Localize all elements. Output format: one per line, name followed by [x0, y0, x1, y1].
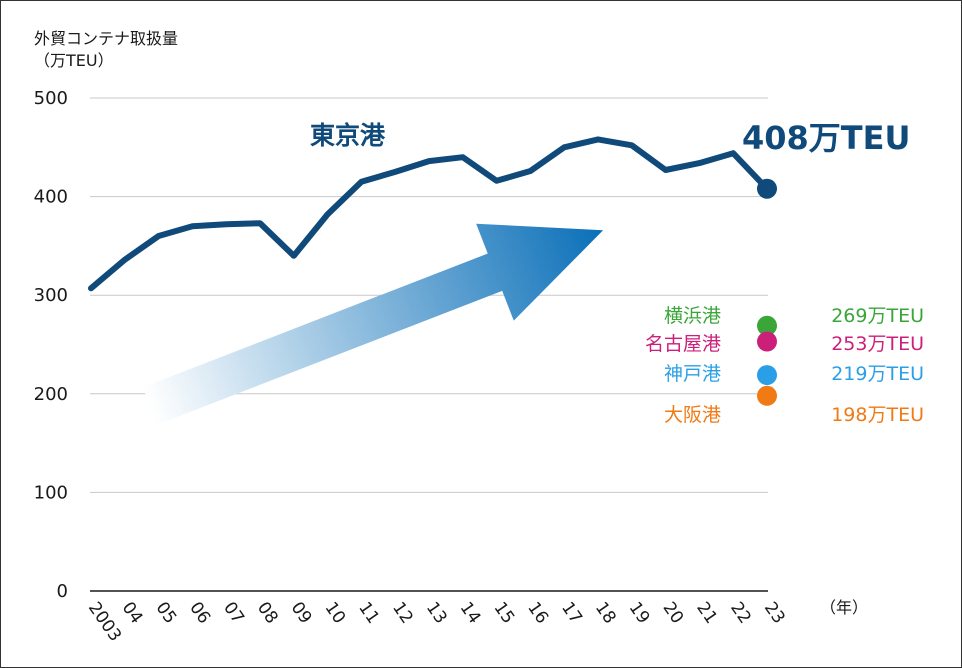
x-tick-label: 12	[388, 598, 417, 627]
x-tick-label: 18	[591, 598, 620, 627]
y-tick-label: 400	[34, 187, 68, 208]
tokyo-line	[88, 136, 770, 292]
x-tick-label: 20	[659, 598, 688, 627]
x-axis-unit: （年）	[820, 598, 868, 617]
x-tick-label: 22	[726, 598, 755, 627]
x-tick-label: 04	[118, 598, 147, 627]
port-value-label: 219万TEU	[831, 363, 924, 385]
y-tick-labels: 0 100 200 300 400 500	[34, 88, 68, 602]
x-tick-label: 15	[490, 598, 519, 627]
trend-arrow-shape	[142, 223, 604, 425]
y-tick-label: 100	[34, 482, 68, 503]
port-dot	[757, 315, 777, 336]
x-tick-label: 06	[185, 598, 214, 627]
x-tick-label: 10	[321, 598, 350, 627]
other-ports: 横浜港 269万TEU 名古屋港 253万TEU 神戸港 219万TEU 大阪港 198万TE…	[645, 305, 924, 426]
port-name-label: 神戸港	[664, 363, 721, 385]
tokyo-series-label: 東京港	[310, 121, 386, 150]
port-value-label: 198万TEU	[831, 404, 924, 426]
x-tick-label: 16	[523, 598, 552, 627]
tokyo-series	[88, 136, 777, 292]
x-tick-label: 2003	[84, 598, 125, 645]
trend-arrow	[142, 223, 604, 425]
x-tick-label: 05	[152, 598, 181, 627]
x-tick-label: 11	[354, 598, 383, 627]
y-axis-unit: （万TEU）	[34, 51, 114, 70]
tokyo-end-point	[757, 178, 777, 199]
x-tick-label: 07	[219, 598, 248, 627]
port-dot	[757, 385, 777, 406]
x-tick-label: 14	[456, 598, 485, 627]
port-name-label: 大阪港	[664, 404, 721, 426]
port-name-label: 横浜港	[664, 305, 721, 327]
port-dot	[757, 331, 777, 352]
x-tick-label: 09	[287, 598, 316, 627]
y-axis-label: 外貿コンテナ取扱量	[34, 29, 178, 48]
x-tick-label: 13	[422, 598, 451, 627]
y-tick-label: 500	[34, 88, 68, 109]
x-tick-label: 19	[625, 598, 654, 627]
y-tick-label: 200	[34, 384, 68, 405]
port-value-label: 253万TEU	[831, 333, 924, 355]
y-tick-label: 300	[34, 285, 68, 306]
x-tick-label: 23	[760, 598, 789, 627]
x-tick-label: 21	[692, 598, 721, 627]
port-dot	[757, 365, 777, 386]
y-tick-label: 0	[57, 581, 68, 602]
port-name-label: 名古屋港	[645, 333, 721, 355]
x-tick-label: 17	[557, 598, 586, 627]
x-tick-label: 08	[253, 598, 282, 627]
port-value-label: 269万TEU	[831, 305, 924, 327]
tokyo-end-value-label: 408万TEU	[742, 119, 910, 157]
